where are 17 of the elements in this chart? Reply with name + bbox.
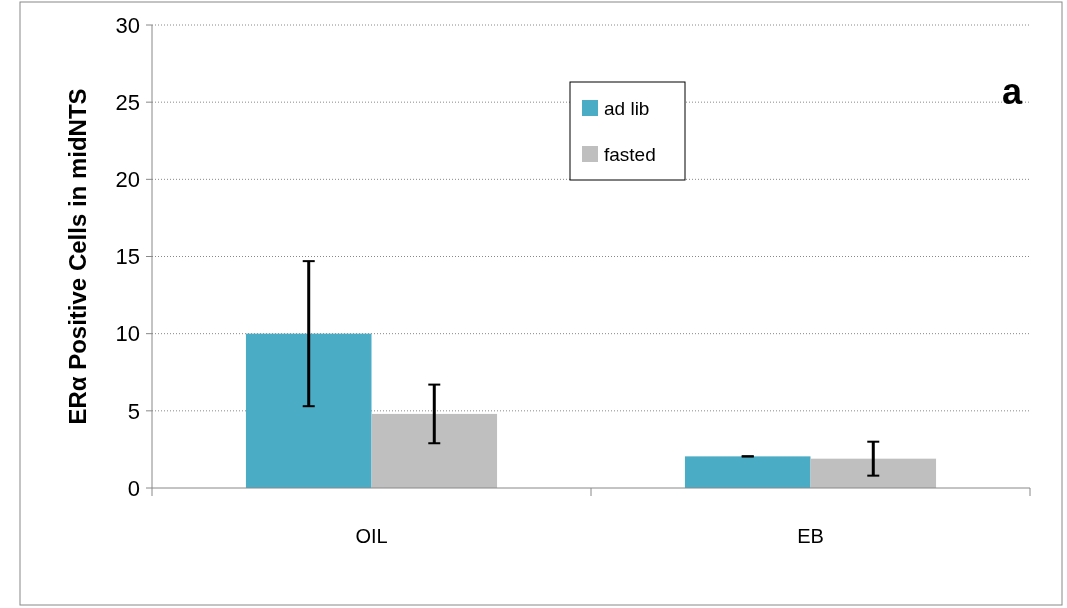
- bar: [245, 333, 372, 488]
- y-tick-label: 0: [127, 475, 140, 501]
- y-tick-label: 15: [115, 244, 140, 270]
- bar: [684, 456, 811, 488]
- y-axis-title: ERα Positive Cells in midNTS: [64, 88, 91, 425]
- annotation: a: [1001, 71, 1023, 112]
- y-tick-label: 25: [115, 89, 140, 115]
- y-tick-label: 5: [127, 398, 140, 424]
- bar: [810, 458, 937, 488]
- x-tick-label: OIL: [355, 525, 388, 547]
- y-tick-label: 20: [115, 167, 140, 193]
- y-tick-label: 30: [115, 12, 140, 38]
- x-tick-label: EB: [797, 525, 824, 547]
- bar: [371, 413, 498, 488]
- legend-label: ad lib: [604, 97, 650, 119]
- legend-label: fasted: [604, 143, 656, 165]
- y-tick-label: 10: [115, 321, 140, 347]
